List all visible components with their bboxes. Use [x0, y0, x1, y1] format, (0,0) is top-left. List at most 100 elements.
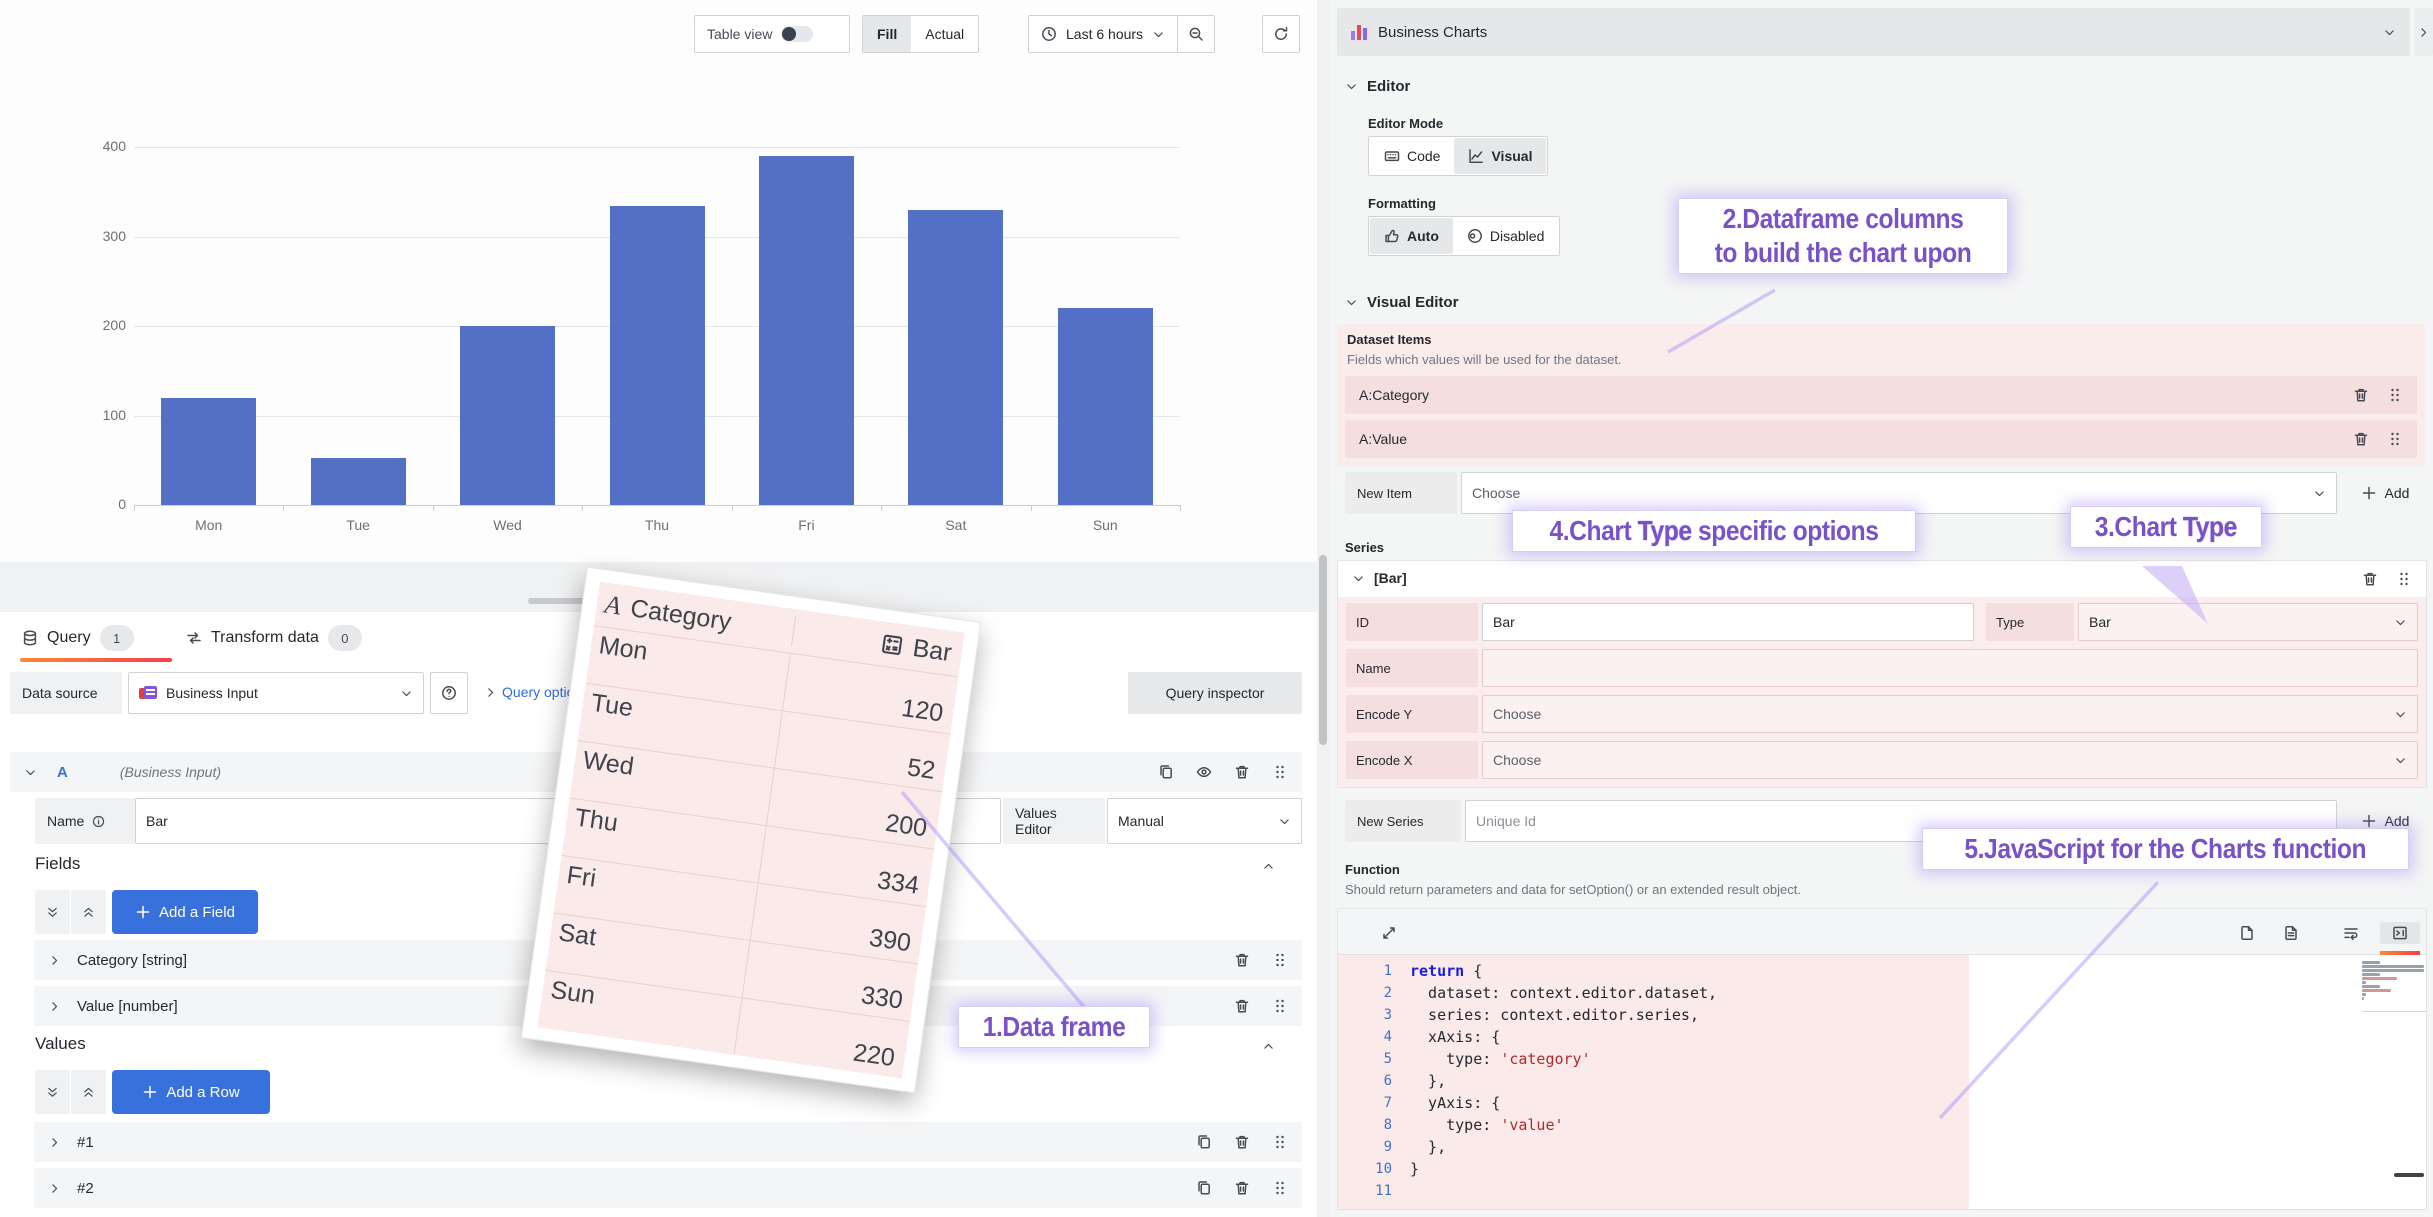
bar-Sat[interactable] [908, 209, 1004, 505]
add-field-button[interactable]: Add a Field [112, 890, 258, 934]
tab-query[interactable]: Query 1 [22, 618, 134, 658]
value-row[interactable]: #2 [34, 1168, 1302, 1208]
code-toolbar [1338, 909, 2426, 955]
code-area[interactable]: 1 return {2 dataset: context.editor.datas… [1338, 955, 2426, 1209]
dataset-item-row[interactable]: A:Value [1345, 420, 2417, 458]
copy-code-button[interactable] [2236, 922, 2258, 944]
query-options-link[interactable]: Query options [502, 684, 590, 700]
table-view-switch[interactable] [781, 26, 814, 42]
table-view-toggle[interactable]: Table view [694, 15, 850, 53]
x-axis-tick [432, 505, 434, 511]
datasource-picker[interactable]: Business Input [128, 672, 424, 714]
drag-handle-icon[interactable] [1272, 1134, 1288, 1150]
datasource-help-button[interactable] [430, 672, 468, 714]
bar-Tue[interactable] [310, 458, 406, 505]
copy-icon[interactable] [1158, 764, 1174, 780]
editor-section-header[interactable]: Editor [1345, 78, 1410, 95]
add-row-button[interactable]: Add a Row [112, 1070, 270, 1114]
scrollbar-thumb[interactable] [1319, 555, 1327, 745]
trash-icon[interactable] [2362, 571, 2378, 587]
expand-all-fields-button[interactable] [71, 890, 106, 934]
series-group-header[interactable]: [Bar] [1352, 570, 1407, 586]
expand-all-rows-button[interactable] [71, 1070, 106, 1114]
eye-icon[interactable] [1196, 764, 1212, 780]
values-editor-select[interactable]: Manual [1107, 798, 1302, 844]
plus-icon [2362, 814, 2375, 828]
bar-Sun[interactable] [1057, 308, 1153, 505]
collapse-pane-button[interactable] [2414, 8, 2433, 56]
visual-mode-button[interactable]: Visual [1454, 138, 1547, 174]
collapse-section-icon[interactable] [1262, 1040, 1275, 1053]
drag-handle-icon[interactable] [2387, 431, 2403, 447]
trash-icon[interactable] [2353, 431, 2369, 447]
encode-y-select[interactable]: Choose [1482, 695, 2418, 733]
encode-x-select[interactable]: Choose [1482, 741, 2418, 779]
minimap-viewport-edge [2362, 1011, 2426, 1012]
trash-icon[interactable] [2353, 387, 2369, 403]
trash-icon[interactable] [1234, 764, 1250, 780]
series-type-select[interactable]: Bar [2078, 603, 2418, 641]
y-axis-tick-label: 100 [102, 406, 126, 423]
double-chevron-up-icon [84, 907, 93, 917]
annotation-chart-type: 3.Chart Type [2070, 506, 2262, 549]
paste-code-button[interactable] [2280, 922, 2302, 944]
drag-handle-icon[interactable] [1272, 952, 1288, 968]
code-minimap[interactable] [2362, 961, 2426, 1005]
zoom-out-button[interactable] [1178, 16, 1214, 52]
drag-handle-icon[interactable] [2396, 571, 2412, 587]
angle-right-icon [488, 688, 494, 697]
value-row[interactable]: #1 [34, 1122, 1302, 1162]
trash-icon[interactable] [1234, 1134, 1250, 1150]
code-editor[interactable]: 1 return {2 dataset: context.editor.datas… [1337, 908, 2427, 1210]
series-id-input[interactable] [1482, 603, 1974, 641]
disabled-format-button[interactable]: Disabled [1453, 218, 1558, 254]
refresh-icon [1275, 27, 1288, 40]
refresh-button[interactable] [1262, 15, 1300, 53]
chevron-down-icon [402, 690, 411, 696]
series-name-input[interactable] [1482, 649, 2418, 687]
bar-Mon[interactable] [161, 397, 257, 505]
x-axis-tick [881, 505, 883, 511]
encode-y-label: Encode Y [1346, 695, 1478, 733]
info-circle-icon [93, 815, 105, 827]
tab-transform-data[interactable]: Transform data 0 [186, 618, 362, 658]
collapse-all-fields-button[interactable] [35, 890, 70, 934]
copy-icon[interactable] [1196, 1134, 1212, 1150]
dataframe-header: A Category Bar [593, 581, 965, 677]
bar-Fri[interactable] [758, 155, 854, 505]
drag-handle-icon[interactable] [1272, 764, 1288, 780]
sandbox-run-button[interactable] [2380, 922, 2420, 944]
auto-format-button[interactable]: Auto [1370, 218, 1453, 254]
dataset-item-row[interactable]: A:Category [1345, 376, 2417, 414]
blank-document-icon [2241, 926, 2253, 940]
horizontal-scrollbar[interactable] [2394, 1173, 2424, 1177]
panel-options-header[interactable]: Business Charts [1337, 8, 2410, 56]
drag-handle-icon[interactable] [2387, 387, 2403, 403]
fill-button[interactable]: Fill [863, 16, 912, 52]
dashboard-area: Table view Fill Actual Last 6 hours 0 100… [0, 0, 1317, 562]
trash-icon[interactable] [1234, 998, 1250, 1014]
add-series-button[interactable]: Add [2344, 800, 2426, 842]
bar-Thu[interactable] [609, 206, 705, 505]
bar-Wed[interactable] [460, 326, 556, 505]
expand-code-button[interactable] [1378, 922, 1400, 944]
collapse-section-icon[interactable] [1262, 860, 1275, 873]
trash-icon[interactable] [1234, 1180, 1250, 1196]
collapse-all-rows-button[interactable] [35, 1070, 70, 1114]
word-wrap-button[interactable] [2340, 922, 2362, 944]
code-line: 7 yAxis: { [1383, 1094, 1501, 1112]
string-type-icon: A [603, 589, 623, 621]
query-inspector-button[interactable]: Query inspector [1128, 672, 1302, 714]
chevron-down-icon [2315, 490, 2324, 496]
datasource-label: Data source [10, 672, 122, 714]
add-item-button[interactable]: Add [2344, 472, 2426, 514]
actual-button[interactable]: Actual [925, 26, 965, 42]
trash-icon[interactable] [1234, 952, 1250, 968]
code-mode-button[interactable]: Code [1370, 138, 1454, 174]
time-range-picker[interactable]: Last 6 hours [1029, 26, 1177, 42]
visual-editor-section-header[interactable]: Visual Editor [1345, 294, 1458, 311]
drag-handle-icon[interactable] [1272, 998, 1288, 1014]
bar-chart[interactable]: 0 100 200 300 400 Mon Tue Wed Thu Fri Sat Sun [0, 45, 1317, 562]
drag-handle-icon[interactable] [1272, 1180, 1288, 1196]
copy-icon[interactable] [1196, 1180, 1212, 1196]
